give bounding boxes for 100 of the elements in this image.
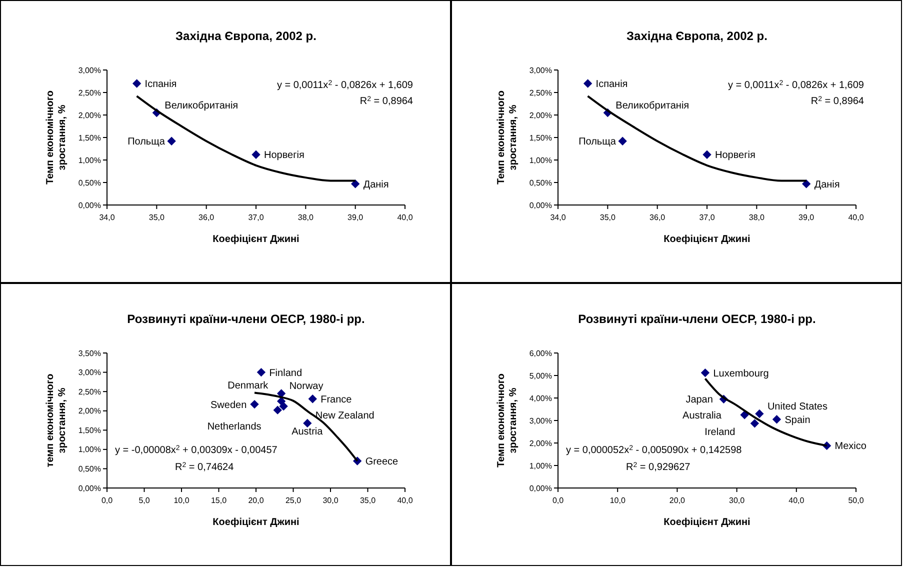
- annotation: Spain: [784, 414, 810, 426]
- annotation: Austria: [292, 426, 324, 438]
- annotation: Великобританія: [164, 100, 238, 112]
- y-tick-label: 0,50%: [78, 464, 101, 474]
- point: [750, 419, 760, 428]
- chart-title: Розвинуті країни-члени ОЕСР, 1980-і рр.: [127, 312, 365, 326]
- x-tick-label: 39,0: [348, 213, 364, 222]
- point: [279, 402, 288, 411]
- x-tick-label: 10,0: [610, 496, 626, 505]
- x-tick-label: 30,0: [322, 496, 339, 505]
- x-axis-title: Коефіцієнт Джині: [664, 234, 751, 245]
- annotation: R$^{2}$ = 0,929627: [626, 461, 691, 473]
- y-tick-label: 2,50%: [78, 88, 101, 98]
- x-tick-label: 38,0: [298, 213, 314, 222]
- annotation: Finland: [269, 368, 302, 379]
- chart-title: Розвинуті країни-члени ОЕСР, 1980-і рр.: [578, 312, 816, 326]
- point: [256, 368, 266, 377]
- chart-title: Західна Європа, 2002 р.: [626, 29, 768, 43]
- y-tick-label: 2,00%: [78, 110, 101, 120]
- y-tick-label: 1,50%: [529, 133, 552, 142]
- annotation: y = 0,0011x$^{2}$ - 0,0826x + 1,609: [276, 80, 414, 91]
- y-tick-label: 0,50%: [78, 178, 101, 188]
- point: [802, 180, 811, 188]
- x-tick-label: 30,0: [729, 496, 746, 505]
- y-tick-label: 2,50%: [78, 387, 101, 396]
- x-tick-label: 39,0: [798, 213, 815, 222]
- y-tick-label: 1,50%: [78, 426, 101, 435]
- x-tick-label: 34,0: [99, 213, 116, 222]
- y-tick-label: 0,00%: [78, 200, 101, 210]
- y-tick-label: 2,00%: [78, 406, 101, 416]
- y-tick-label: 1,00%: [529, 461, 552, 470]
- point: [700, 368, 710, 378]
- annotation: R$^{2}$ = 0,74624: [175, 461, 234, 473]
- x-tick-label: 35,0: [148, 213, 165, 222]
- x-axis-title: Коефіцієнт Джині: [212, 234, 300, 245]
- x-tick-label: 37,0: [248, 213, 264, 222]
- y-axis-title: Темп економічного зростання, %: [496, 373, 519, 468]
- annotation: Mexico: [834, 441, 867, 452]
- point: [740, 410, 749, 420]
- y-tick-label: 0,50%: [529, 178, 552, 188]
- annotation: Sweden: [210, 400, 247, 411]
- annotation: y = 0,000052x$^{2}$ - 0,005090x + 0,142598: [566, 444, 742, 456]
- annotation: Данія: [814, 179, 840, 190]
- point: [273, 406, 282, 414]
- chart-title: Західна Європа, 2002 р.: [176, 29, 316, 43]
- y-tick-label: 2,00%: [529, 438, 552, 448]
- y-tick-label: 1,50%: [78, 133, 101, 142]
- x-tick-label: 35,0: [360, 496, 376, 505]
- y-tick-label: 0,00%: [529, 200, 552, 210]
- x-axis-title: Коефіцієнт Джині: [664, 517, 751, 528]
- point: [252, 150, 260, 159]
- y-tick-label: 5,00%: [529, 371, 552, 380]
- x-tick-label: 36,0: [650, 213, 666, 222]
- annotation: Australia: [682, 410, 722, 422]
- x-tick-label: 20,0: [669, 496, 686, 505]
- annotation: Іспанія: [596, 79, 628, 90]
- x-tick-label: 37,0: [699, 213, 716, 222]
- x-tick-label: 0,0: [552, 496, 564, 505]
- annotation: Luxembourg: [713, 368, 769, 380]
- y-tick-label: 1,00%: [78, 156, 101, 165]
- annotation: Ireland: [704, 426, 736, 438]
- annotation: Netherlands: [207, 422, 262, 433]
- y-tick-label: 2,00%: [529, 110, 552, 120]
- point: [702, 150, 712, 159]
- annotation: Іспанія: [144, 79, 177, 90]
- x-tick-label: 36,0: [198, 213, 215, 222]
- annotation: Норвегія: [715, 150, 756, 162]
- y-tick-label: 3,00%: [78, 368, 101, 378]
- y-tick-label: 2,50%: [529, 88, 552, 98]
- y-tick-label: 3,50%: [78, 348, 101, 358]
- annotation: Польща: [578, 136, 616, 148]
- x-tick-label: 0,0: [101, 496, 114, 505]
- y-tick-label: 3,00%: [529, 416, 552, 426]
- x-tick-label: 34,0: [550, 213, 566, 222]
- annotation: Данія: [363, 179, 389, 190]
- x-tick-label: 40,0: [397, 213, 414, 222]
- annotation: France: [320, 394, 352, 406]
- point: [167, 136, 176, 146]
- annotation: y = 0,0011x$^{2}$ - 0,0826x + 1,609: [728, 80, 864, 91]
- annotation: y = -0,00008x$^{2}$ + 0,00309x - 0,00457: [115, 444, 278, 456]
- annotation: Великобританія: [616, 100, 690, 112]
- annotation: R$^{2}$ = 0,8964: [810, 96, 864, 107]
- x-tick-label: 25,0: [285, 496, 302, 505]
- x-tick-label: 35,0: [600, 213, 616, 222]
- x-tick-label: 10,0: [174, 496, 190, 505]
- y-tick-label: 0,00%: [529, 484, 552, 493]
- point: [308, 394, 317, 404]
- annotation: R$^{2}$ = 0,8964: [360, 96, 414, 107]
- y-tick-label: 0,00%: [78, 484, 101, 493]
- x-tick-label: 15,0: [210, 496, 228, 505]
- annotation: New Zealand: [315, 410, 374, 422]
- x-tick-label: 40,0: [788, 496, 805, 505]
- x-tick-label: 5,0: [138, 496, 150, 505]
- point: [250, 400, 259, 409]
- y-tick-label: 1,00%: [78, 445, 101, 454]
- y-tick-label: 3,00%: [529, 66, 552, 75]
- point: [618, 136, 627, 146]
- y-tick-label: 4,00%: [529, 394, 552, 403]
- x-tick-label: 38,0: [748, 213, 765, 222]
- y-axis-title: Темп економічного зростання, %: [45, 90, 68, 185]
